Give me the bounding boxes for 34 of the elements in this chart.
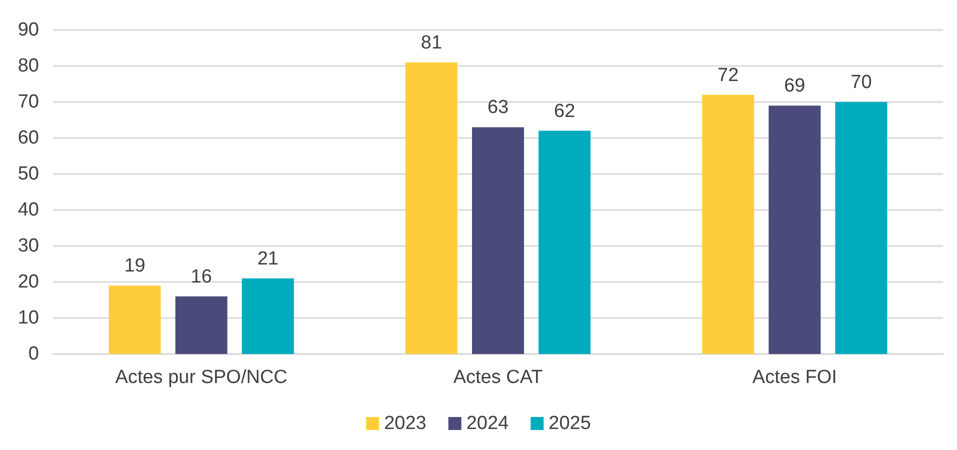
- y-tick-label: 10: [18, 308, 39, 328]
- bar: [405, 62, 458, 354]
- bar: [472, 127, 524, 354]
- y-tick-label: 30: [18, 236, 39, 256]
- y-tick-label: 90: [18, 20, 39, 40]
- x-tick-label: Actes FOI: [752, 367, 837, 388]
- y-tick-label: 0: [28, 344, 39, 364]
- data-label: 21: [257, 248, 278, 270]
- bar: [108, 286, 161, 354]
- data-label: 62: [554, 100, 576, 122]
- bar: [835, 102, 888, 354]
- data-label: 19: [124, 256, 146, 277]
- bar: [768, 106, 821, 354]
- data-label: 69: [784, 76, 806, 97]
- data-label: 72: [718, 64, 739, 86]
- y-tick-label: 20: [18, 272, 39, 292]
- data-label: 16: [190, 266, 212, 288]
- data-label: 63: [487, 97, 509, 118]
- y-tick-label: 40: [18, 200, 39, 220]
- y-tick-label: 80: [18, 56, 39, 76]
- y-tick-label: 70: [18, 92, 39, 112]
- y-tick-label: 60: [18, 128, 39, 148]
- x-tick-label: Actes CAT: [453, 367, 544, 388]
- legend-label: 2024: [466, 413, 510, 434]
- data-label: 81: [420, 32, 442, 54]
- bar: [175, 296, 228, 354]
- bar: [538, 130, 591, 354]
- x-tick-label: Actes pur SPO/NCC: [115, 367, 288, 388]
- y-tick-label: 50: [18, 164, 39, 184]
- bar: [242, 278, 294, 354]
- legend-label: 2023: [384, 413, 426, 434]
- data-label: 70: [850, 72, 872, 93]
- bar: [702, 94, 754, 354]
- legend-label: 2025: [548, 413, 591, 434]
